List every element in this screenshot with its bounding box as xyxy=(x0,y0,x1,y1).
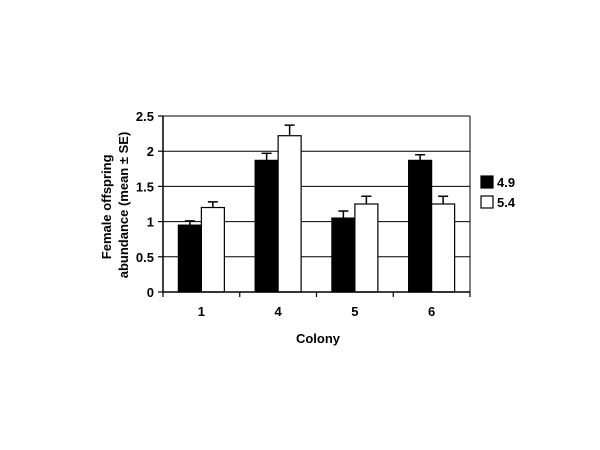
y-axis-title-line-1: Female offspring xyxy=(99,154,114,259)
y-axis-title: Female offspring abundance (mean ± SE) xyxy=(99,132,131,279)
x-tick-label: 4 xyxy=(275,304,283,319)
y-tick-label: 1.5 xyxy=(136,179,154,194)
bar-5.4-colony-4 xyxy=(277,135,302,293)
legend-swatch-4.9 xyxy=(480,175,494,189)
x-axis-title: Colony xyxy=(296,331,341,346)
y-axis-title-line-2: abundance (mean ± SE) xyxy=(116,132,131,279)
bar-4.9-colony-1 xyxy=(177,224,202,293)
y-tick-label: 0 xyxy=(147,285,154,300)
legend-label: 5.4 xyxy=(497,195,516,210)
bars xyxy=(177,124,456,293)
legend: 4.95.4 xyxy=(480,175,516,210)
y-tick-label: 0.5 xyxy=(136,250,154,265)
y-tick-label: 2 xyxy=(147,144,154,159)
bar-5.4-colony-6 xyxy=(431,203,456,293)
x-tick-label: 5 xyxy=(351,304,358,319)
x-tick-label: 1 xyxy=(198,304,205,319)
x-tick-labels: 1 4 5 6 xyxy=(198,304,435,319)
x-tick-label: 6 xyxy=(428,304,435,319)
legend-swatch-5.4 xyxy=(480,195,494,209)
y-tick-labels: 0 0.5 1 1.5 2 2.5 xyxy=(136,109,154,300)
bar-4.9-colony-6 xyxy=(408,159,433,293)
y-tick-label: 2.5 xyxy=(136,109,154,124)
y-tick-label: 1 xyxy=(147,215,154,230)
bar-4.9-colony-5 xyxy=(331,217,356,293)
axes xyxy=(158,115,471,297)
bar-4.9-colony-4 xyxy=(254,159,279,293)
bar-5.4-colony-5 xyxy=(354,203,379,293)
legend-label: 4.9 xyxy=(497,175,515,190)
bar-5.4-colony-1 xyxy=(200,206,225,293)
